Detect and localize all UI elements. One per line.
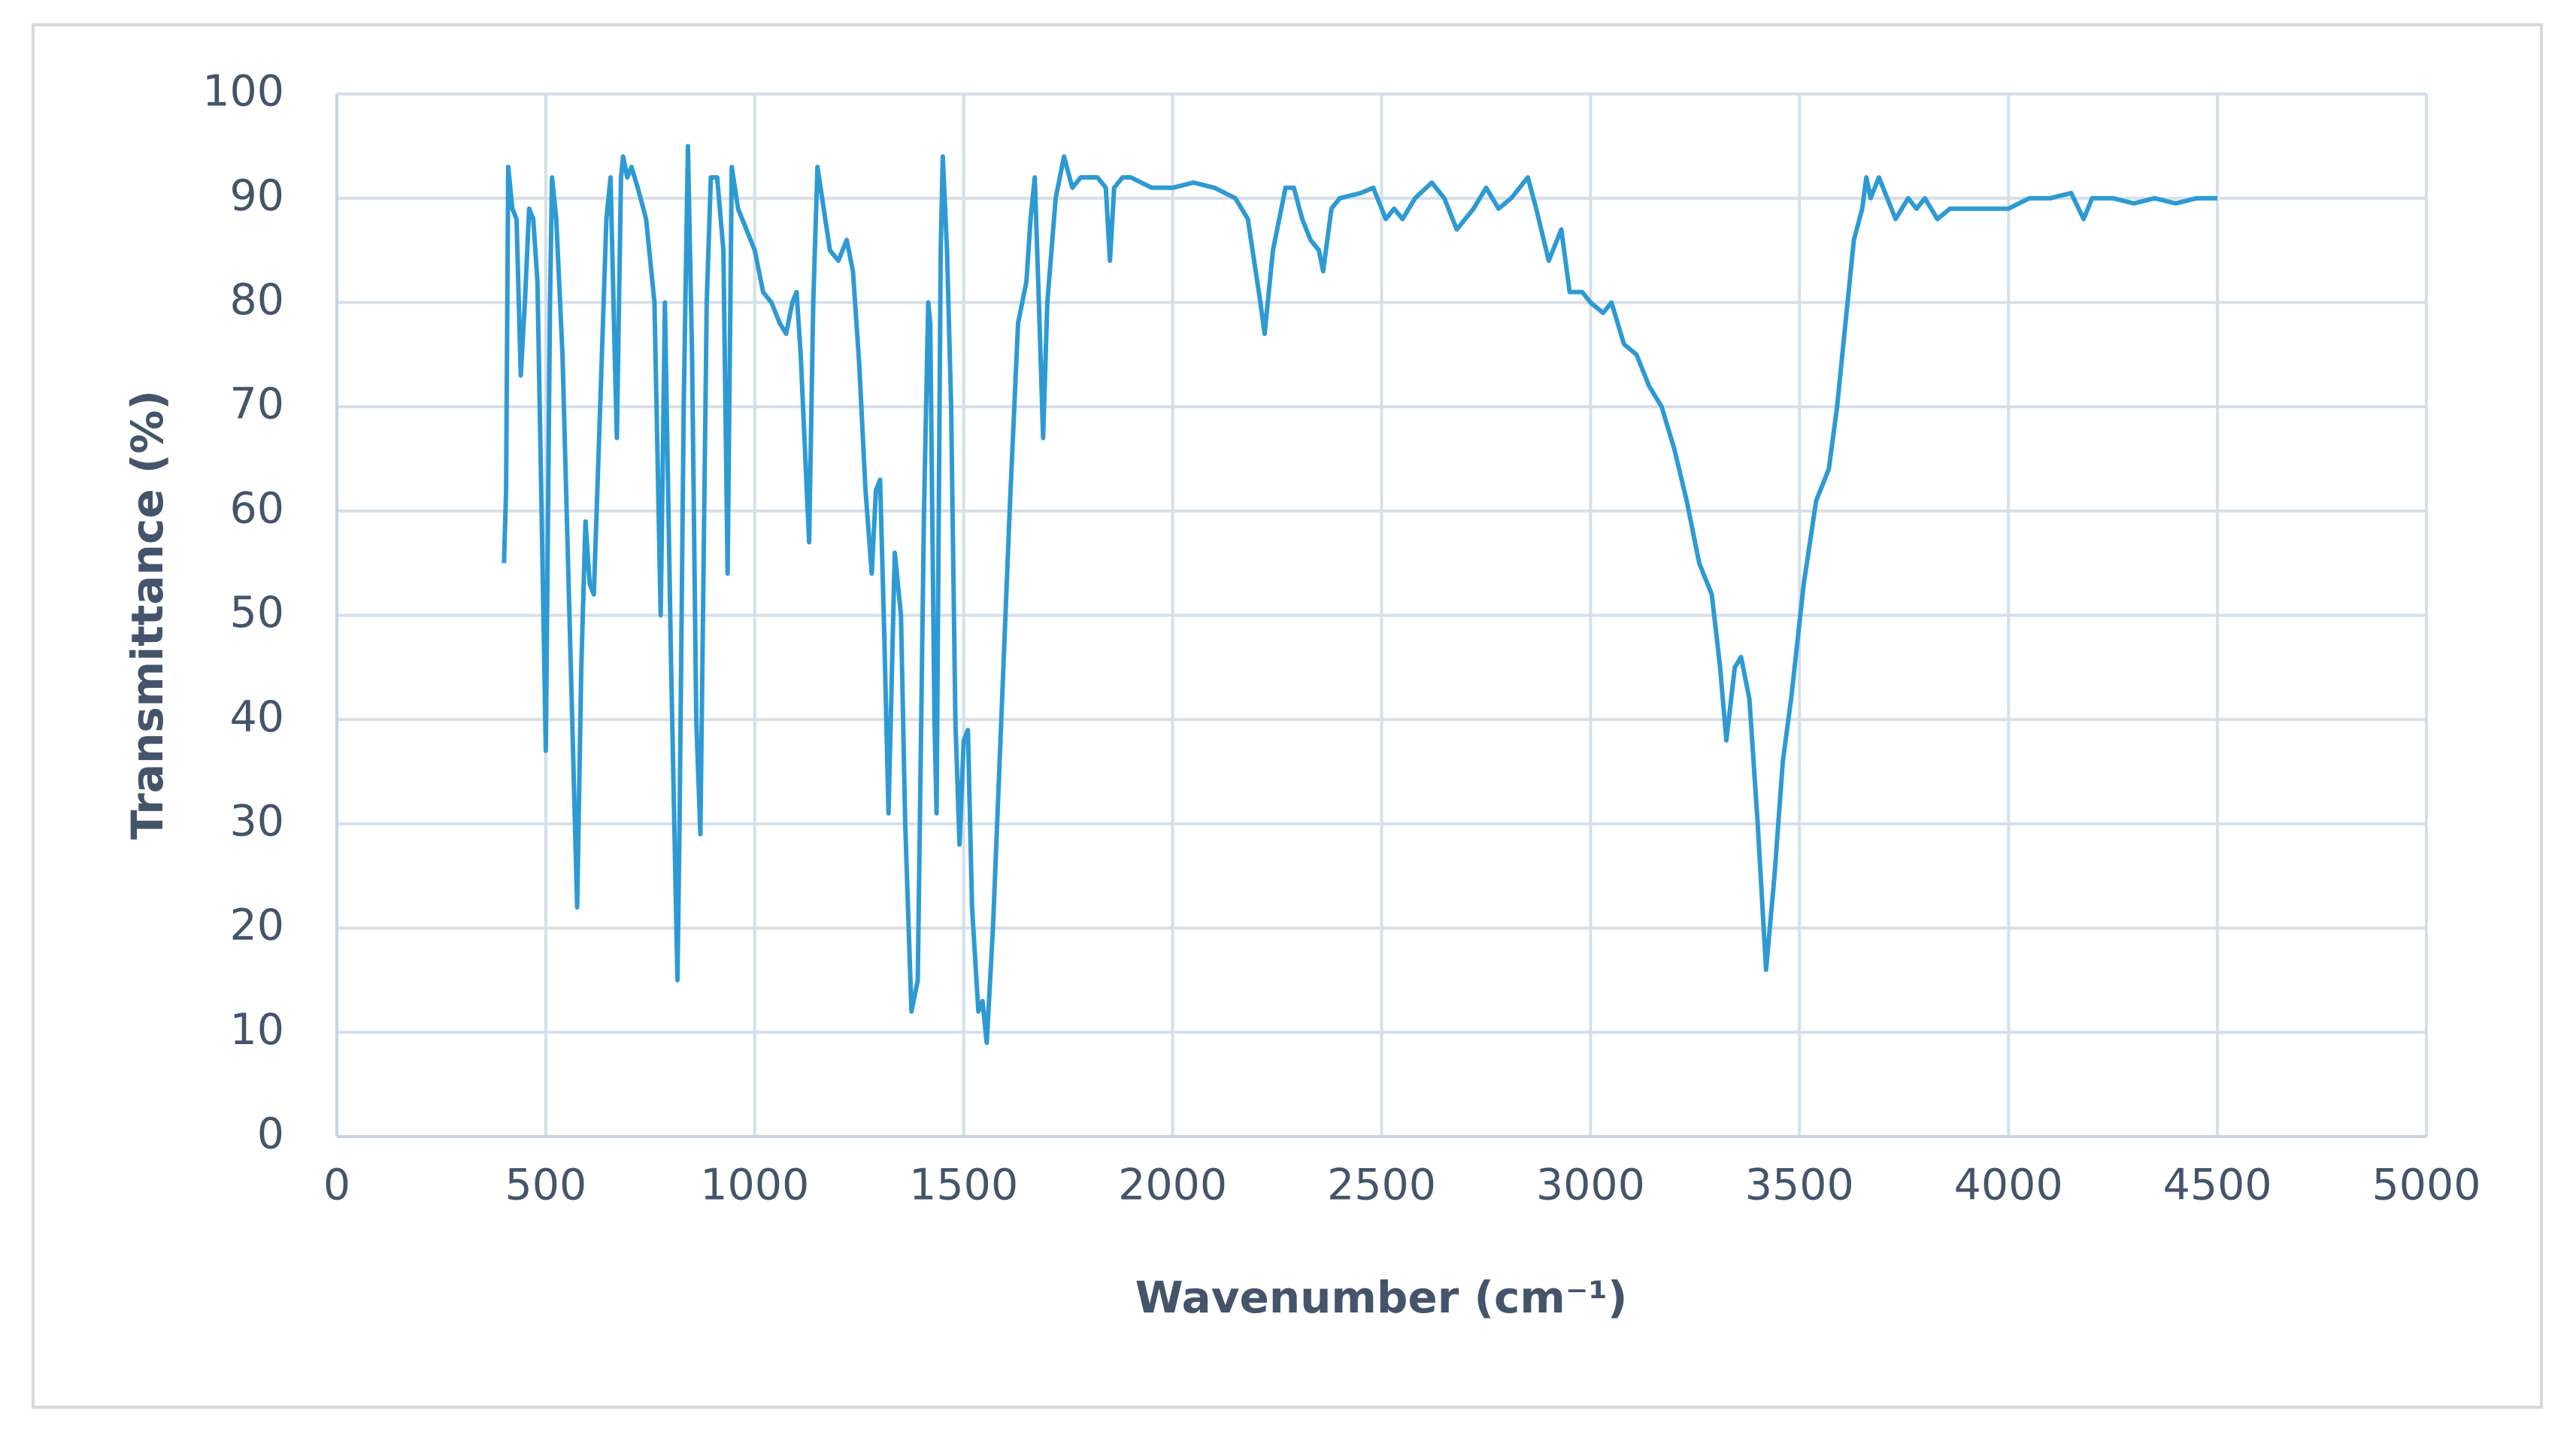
x-tick-label: 4500 bbox=[2163, 1161, 2272, 1210]
y-tick-label: 70 bbox=[229, 380, 284, 429]
y-tick-label: 80 bbox=[229, 275, 284, 325]
y-tick-label: 0 bbox=[257, 1110, 284, 1159]
x-axis-title: Wavenumber (cm⁻¹) bbox=[1135, 1272, 1628, 1323]
x-tick-label: 2500 bbox=[1327, 1161, 1436, 1210]
y-axis-title: Transmittance (%) bbox=[122, 390, 173, 840]
x-tick-label: 1500 bbox=[909, 1161, 1018, 1210]
y-tick-label: 50 bbox=[229, 588, 284, 637]
y-tick-label: 90 bbox=[229, 171, 284, 220]
y-tick-label: 30 bbox=[229, 797, 284, 846]
y-tick-label: 10 bbox=[229, 1005, 284, 1055]
y-tick-label: 40 bbox=[229, 692, 284, 742]
chart-border bbox=[32, 23, 2543, 1409]
y-tick-label: 20 bbox=[229, 901, 284, 950]
x-tick-label: 1000 bbox=[700, 1161, 809, 1210]
x-tick-label: 4000 bbox=[1954, 1161, 2063, 1210]
y-tick-label: 60 bbox=[229, 483, 284, 533]
y-tick-label: 100 bbox=[202, 67, 284, 117]
x-tick-label: 0 bbox=[323, 1161, 350, 1210]
x-tick-label: 500 bbox=[505, 1161, 587, 1210]
x-tick-label: 2000 bbox=[1118, 1161, 1227, 1210]
x-tick-label: 3500 bbox=[1745, 1161, 1854, 1210]
spectrum-line bbox=[502, 144, 2218, 1046]
x-tick-label: 3000 bbox=[1536, 1161, 1645, 1210]
x-tick-label: 5000 bbox=[2371, 1161, 2481, 1210]
